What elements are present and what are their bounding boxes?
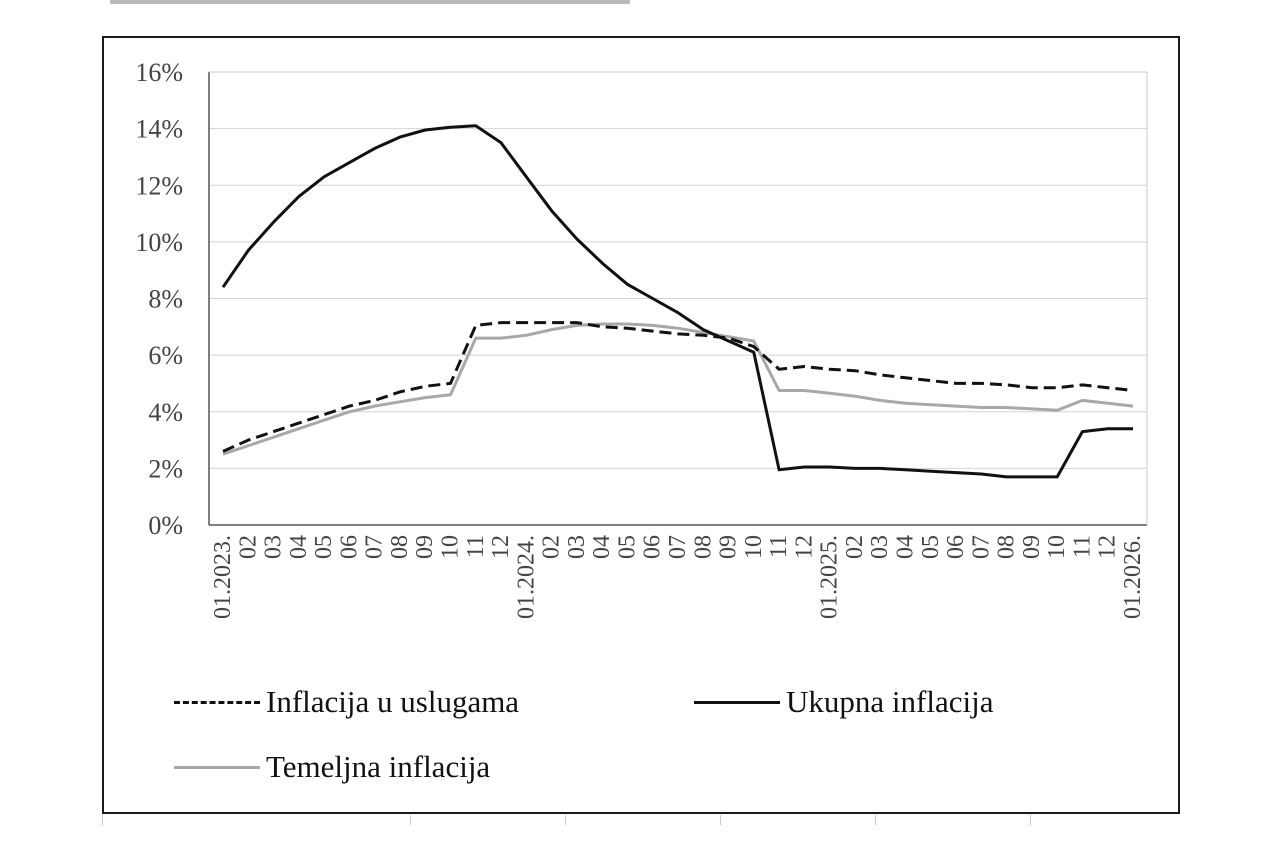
x-tick-label: 11 [463,535,489,558]
x-tick-label: 05 [614,535,640,559]
legend-swatch-dashed [174,700,260,704]
x-tick-label: 09 [716,535,742,559]
x-axis-tick-labels: 01.2023. 02 03 04 05 06 07 08 09 10 11 12 01.2024. 02… [210,535,1146,619]
x-tick-label: 10 [438,535,464,559]
x-tick-label: 01.2024. [513,535,539,619]
legend-item-total: Ukupna inflacija [694,682,993,722]
page-tick [102,815,103,825]
x-tick-label: 09 [1019,535,1045,559]
x-tick-label: 01.2026. [1120,535,1146,619]
chart-frame: 0% 2% 4% 6% 8% 10% 12% 14% 16% 01.2023. 02 03 04 05 0… [102,36,1180,814]
x-tick-label: 02 [539,535,565,559]
x-tick-label: 12 [488,535,514,559]
page-tick [565,815,566,825]
y-tick-label: 8% [148,285,183,314]
y-tick-label: 6% [148,341,183,370]
x-tick-label: 07 [968,535,994,559]
series-line-0 [222,321,1134,453]
x-tick-label: 05 [311,535,337,559]
page-tick [410,815,411,825]
x-tick-label: 12 [791,535,817,559]
y-tick-label: 14% [135,115,183,144]
series-line-1 [221,124,1133,479]
x-tick-label: 10 [1044,535,1070,559]
legend-swatch-solid-black [694,700,780,704]
x-tick-label: 05 [918,535,944,559]
series-line-2 [222,322,1134,456]
x-tick-label: 01.2023. [210,535,236,619]
y-tick-label: 4% [148,398,183,427]
x-tick-label: 01.2025. [817,535,843,619]
page-tick [875,815,876,825]
x-tick-label: 08 [387,535,413,559]
x-tick-label: 04 [893,535,919,559]
x-tick-label: 11 [1069,535,1095,558]
x-tick-label: 12 [1095,535,1121,559]
x-tick-label: 04 [286,535,312,559]
cropped-top-text-remnant [110,0,630,4]
x-tick-label: 08 [994,535,1020,559]
x-tick-label: 02 [842,535,868,559]
y-axis-tick-labels: 0% 2% 4% 6% 8% 10% 12% 14% 16% [135,58,183,540]
legend-swatch-solid-grey [174,765,260,769]
legend-label-total: Ukupna inflacija [786,684,994,719]
legend-item-services: Inflacija u uslugama [174,682,519,722]
x-tick-label: 09 [412,535,438,559]
x-tick-label: 02 [235,535,261,559]
grid-lines [208,71,1148,526]
x-tick-label: 04 [589,535,615,559]
x-tick-label: 06 [640,535,666,559]
x-tick-label: 11 [766,535,792,558]
line-chart: 0%2%4%6%8%10%12%14%16% 01.2023. 02 03 04 05 0… [135,58,1148,619]
page-bottom-ticks [0,815,1280,835]
x-tick-label: 06 [943,535,969,559]
x-tick-label: 06 [336,535,362,559]
legend-item-core: Temeljna inflacija [174,747,490,787]
x-tick-label: 03 [867,535,893,559]
x-tick-label: 03 [564,535,590,559]
page-tick [720,815,721,825]
legend-label-core: Temeljna inflacija [266,749,491,784]
x-tick-label: 08 [690,535,716,559]
page-tick [1030,815,1031,825]
y-tick-label: 0% [148,511,183,540]
series-lines [221,124,1134,479]
x-tick-label: 10 [741,535,767,559]
y-tick-label: 10% [135,228,183,257]
y-tick-label: 2% [148,454,183,483]
x-tick-label: 07 [362,535,388,559]
y-tick-label: 16% [135,58,183,87]
y-tick-label: 12% [135,171,183,200]
x-tick-label: 07 [665,535,691,559]
x-tick-label: 03 [261,535,287,559]
legend-label-services: Inflacija u uslugama [266,684,520,719]
